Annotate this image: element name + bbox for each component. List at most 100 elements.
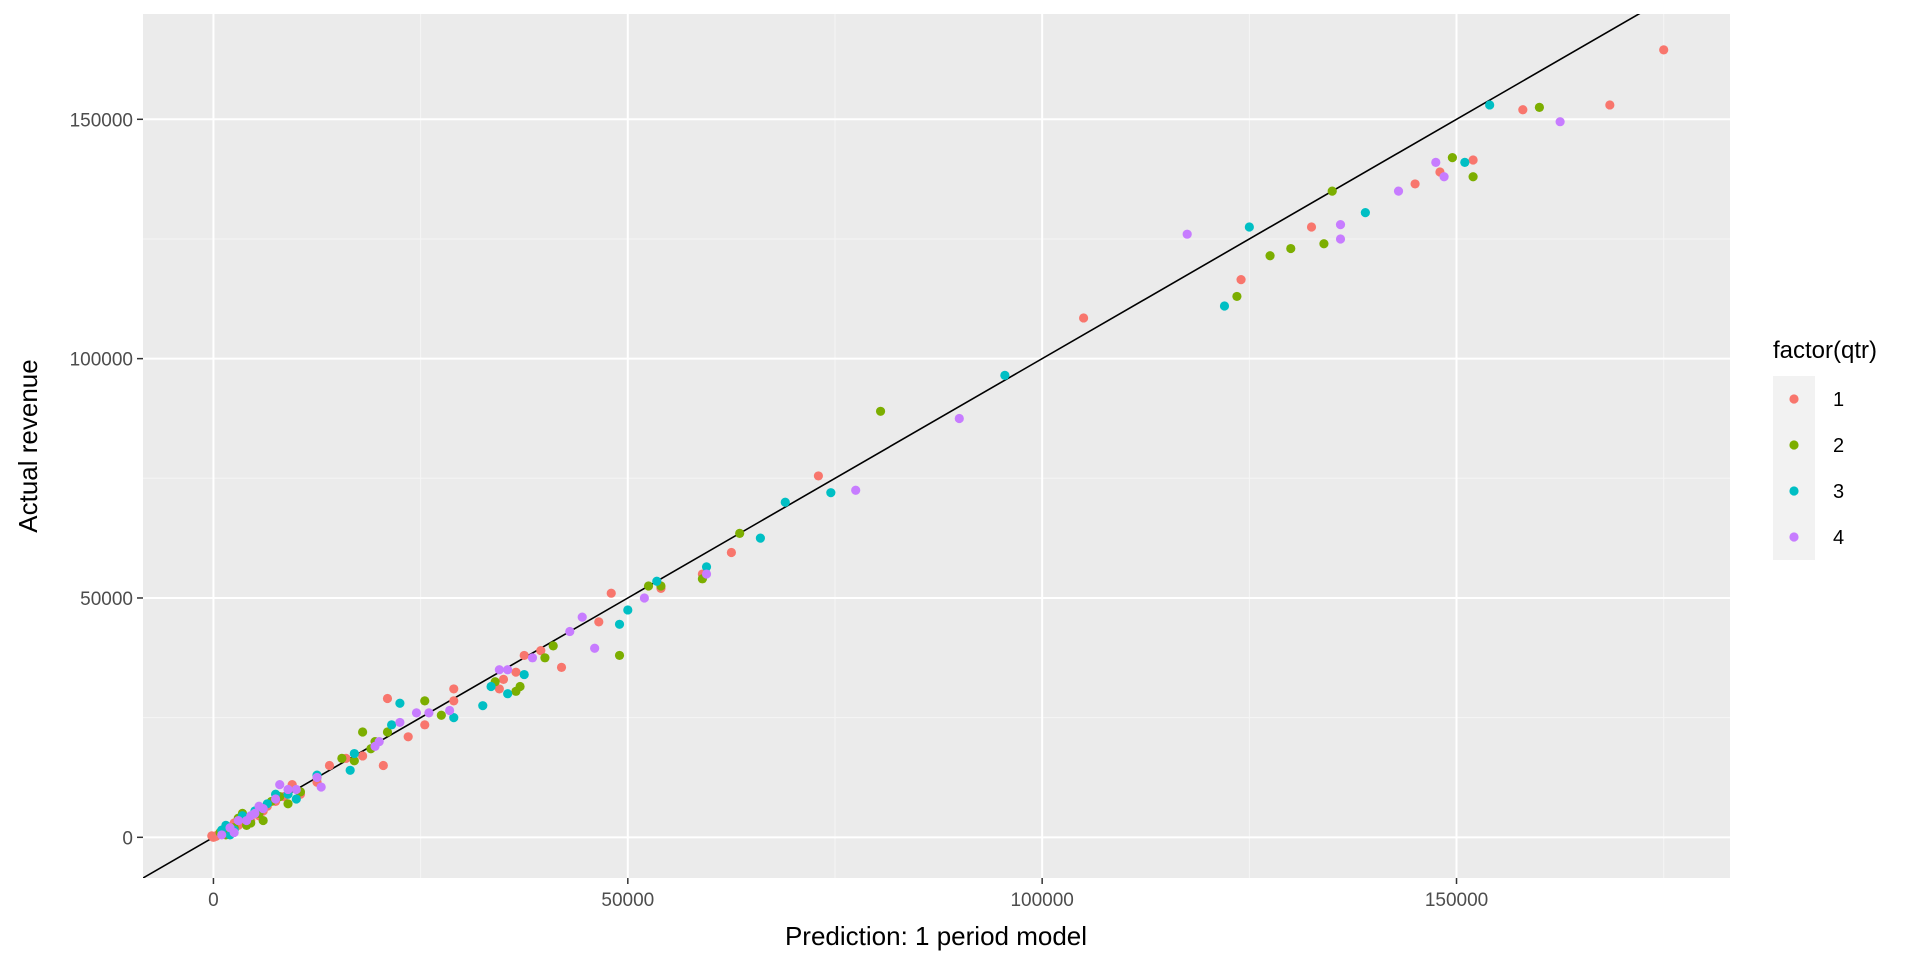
data-point-qtr-2 [511, 686, 521, 696]
data-point-qtr-4 [270, 794, 281, 804]
data-point-qtr-4 [503, 665, 513, 675]
y-tick-label: 100000 [70, 350, 133, 371]
y-tick-label: 50000 [80, 589, 133, 610]
data-point-qtr-4 [370, 741, 380, 751]
data-point-qtr-3 [826, 488, 836, 498]
data-point-qtr-4 [1555, 117, 1565, 127]
data-point-qtr-1 [403, 732, 413, 742]
data-point-qtr-1 [606, 588, 616, 598]
data-point-qtr-2 [548, 641, 558, 651]
data-point-qtr-3 [780, 497, 790, 507]
data-point-qtr-3 [1485, 100, 1495, 110]
data-point-qtr-2 [875, 406, 886, 416]
data-point-qtr-3 [1244, 222, 1254, 232]
x-tick-label: 0 [208, 890, 219, 911]
data-point-qtr-3 [345, 765, 355, 775]
data-point-qtr-1 [1410, 179, 1420, 189]
data-point-qtr-4 [590, 643, 600, 653]
y-tick-label: 150000 [70, 110, 133, 131]
data-point-qtr-3 [1219, 301, 1230, 311]
data-point-qtr-3 [623, 605, 633, 615]
data-point-qtr-1 [519, 650, 529, 661]
data-point-qtr-3 [449, 713, 459, 723]
data-point-qtr-1 [324, 760, 335, 771]
data-point-qtr-1 [556, 662, 567, 672]
data-point-qtr-2 [358, 727, 368, 737]
data-point-qtr-1 [382, 693, 393, 704]
legend-key-qtr-1 [1789, 394, 1799, 404]
data-point-qtr-1 [207, 831, 217, 841]
data-point-qtr-4 [851, 485, 861, 495]
data-point-qtr-3 [395, 698, 405, 708]
data-point-qtr-4 [577, 612, 587, 622]
data-point-qtr-3 [1460, 157, 1470, 167]
data-point-qtr-3 [503, 689, 513, 699]
x-tick-label: 100000 [1010, 890, 1073, 911]
data-point-qtr-2 [420, 696, 430, 706]
data-point-qtr-4 [225, 823, 235, 833]
data-point-qtr-4 [241, 815, 252, 826]
data-point-qtr-3 [701, 562, 712, 572]
legend-label-qtr-4: 4 [1833, 527, 1844, 549]
data-point-qtr-2 [1319, 239, 1329, 249]
legend-key-qtr-3 [1789, 486, 1799, 496]
data-point-qtr-4 [954, 413, 964, 424]
data-point-qtr-2 [735, 528, 745, 538]
data-point-qtr-4 [411, 708, 422, 718]
data-point-qtr-3 [755, 533, 765, 543]
data-point-qtr-4 [291, 784, 301, 795]
data-point-qtr-1 [536, 646, 546, 656]
data-point-qtr-1 [726, 547, 736, 558]
data-point-qtr-1 [1518, 105, 1528, 115]
data-point-qtr-4 [312, 772, 322, 783]
data-point-qtr-3 [1360, 208, 1370, 218]
data-point-qtr-4 [1335, 220, 1346, 230]
data-point-qtr-4 [254, 801, 264, 811]
data-point-qtr-1 [1605, 100, 1615, 110]
data-point-qtr-1 [498, 674, 509, 684]
data-point-qtr-2 [643, 581, 654, 591]
data-point-qtr-4 [233, 815, 243, 826]
data-point-qtr-2 [1232, 291, 1242, 302]
data-point-qtr-3 [349, 748, 359, 759]
data-point-qtr-4 [1182, 229, 1192, 239]
x-axis-title: Prediction: 1 period model [785, 921, 1087, 951]
data-point-qtr-3 [519, 669, 529, 680]
data-point-qtr-3 [1000, 370, 1010, 380]
data-point-qtr-1 [420, 720, 430, 730]
data-point-qtr-2 [349, 756, 359, 766]
data-point-qtr-2 [337, 753, 347, 763]
y-axis-title: Actual revenue [13, 359, 43, 532]
data-point-qtr-4 [1431, 157, 1441, 167]
legend-label-qtr-1: 1 [1833, 389, 1844, 411]
data-point-qtr-2 [1286, 243, 1296, 254]
x-axis-ticks: 0 50000 100000 150000 [208, 878, 1488, 911]
data-point-qtr-2 [614, 650, 625, 661]
data-point-qtr-1 [1078, 313, 1089, 323]
legend-label-qtr-3: 3 [1833, 481, 1844, 503]
data-point-qtr-2 [436, 710, 446, 720]
legend: factor(qtr) 1 2 3 4 [1773, 337, 1877, 560]
data-point-qtr-4 [1393, 186, 1404, 196]
data-point-qtr-3 [486, 681, 496, 692]
data-point-qtr-4 [445, 705, 455, 716]
data-point-qtr-1 [378, 760, 388, 771]
data-point-qtr-4 [316, 782, 326, 792]
data-point-qtr-1 [1236, 275, 1246, 285]
data-point-qtr-4 [639, 593, 649, 603]
y-tick-label: 0 [122, 828, 133, 849]
data-point-qtr-1 [594, 617, 604, 627]
data-point-qtr-4 [395, 717, 405, 728]
data-point-qtr-3 [291, 794, 301, 804]
legend-keys: 1 2 3 4 [1773, 376, 1844, 560]
data-point-qtr-2 [540, 653, 550, 663]
data-point-qtr-1 [813, 471, 824, 481]
data-point-qtr-1 [449, 684, 459, 694]
data-point-qtr-2 [1447, 153, 1457, 163]
data-point-qtr-1 [1468, 155, 1478, 165]
data-point-qtr-3 [652, 576, 662, 586]
x-tick-label: 150000 [1425, 890, 1488, 911]
data-point-qtr-2 [283, 799, 293, 809]
data-point-qtr-4 [494, 665, 504, 675]
